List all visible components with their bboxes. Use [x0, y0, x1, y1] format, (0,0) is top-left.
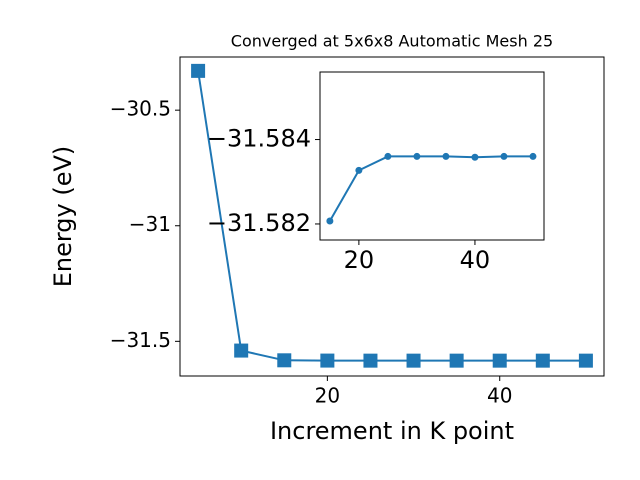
- line: [328, 155, 533, 222]
- marker: [320, 353, 335, 368]
- marker: [500, 152, 508, 160]
- x-tick-label: 40: [487, 384, 512, 408]
- x-axis-label: Increment in K point: [270, 417, 514, 445]
- marker: [234, 343, 249, 358]
- chart-title: Converged at 5x6x8 Automatic Mesh 25: [231, 32, 553, 51]
- marker: [406, 353, 421, 368]
- marker: [384, 152, 392, 160]
- marker: [471, 153, 479, 161]
- y-tick-label: −31: [129, 212, 171, 236]
- marker: [529, 152, 537, 160]
- y-tick-label: −31.5: [110, 328, 171, 352]
- marker: [326, 217, 334, 225]
- marker: [492, 353, 507, 368]
- marker: [442, 152, 450, 160]
- y-axis-label: Energy (eV): [49, 146, 77, 288]
- x-tick-label: 20: [344, 246, 375, 274]
- marker: [355, 166, 363, 174]
- y-tick-label: −31.582: [207, 209, 311, 237]
- marker: [535, 353, 550, 368]
- marker: [277, 353, 292, 368]
- y-tick-label: −30.5: [110, 97, 171, 121]
- line: [197, 70, 586, 362]
- marker: [413, 152, 421, 160]
- marker: [191, 63, 206, 78]
- x-tick-label: 40: [460, 246, 491, 274]
- marker: [363, 353, 378, 368]
- marker: [449, 353, 464, 368]
- marker: [578, 353, 593, 368]
- y-tick-label: −31.584: [207, 125, 311, 153]
- x-tick-label: 20: [315, 384, 340, 408]
